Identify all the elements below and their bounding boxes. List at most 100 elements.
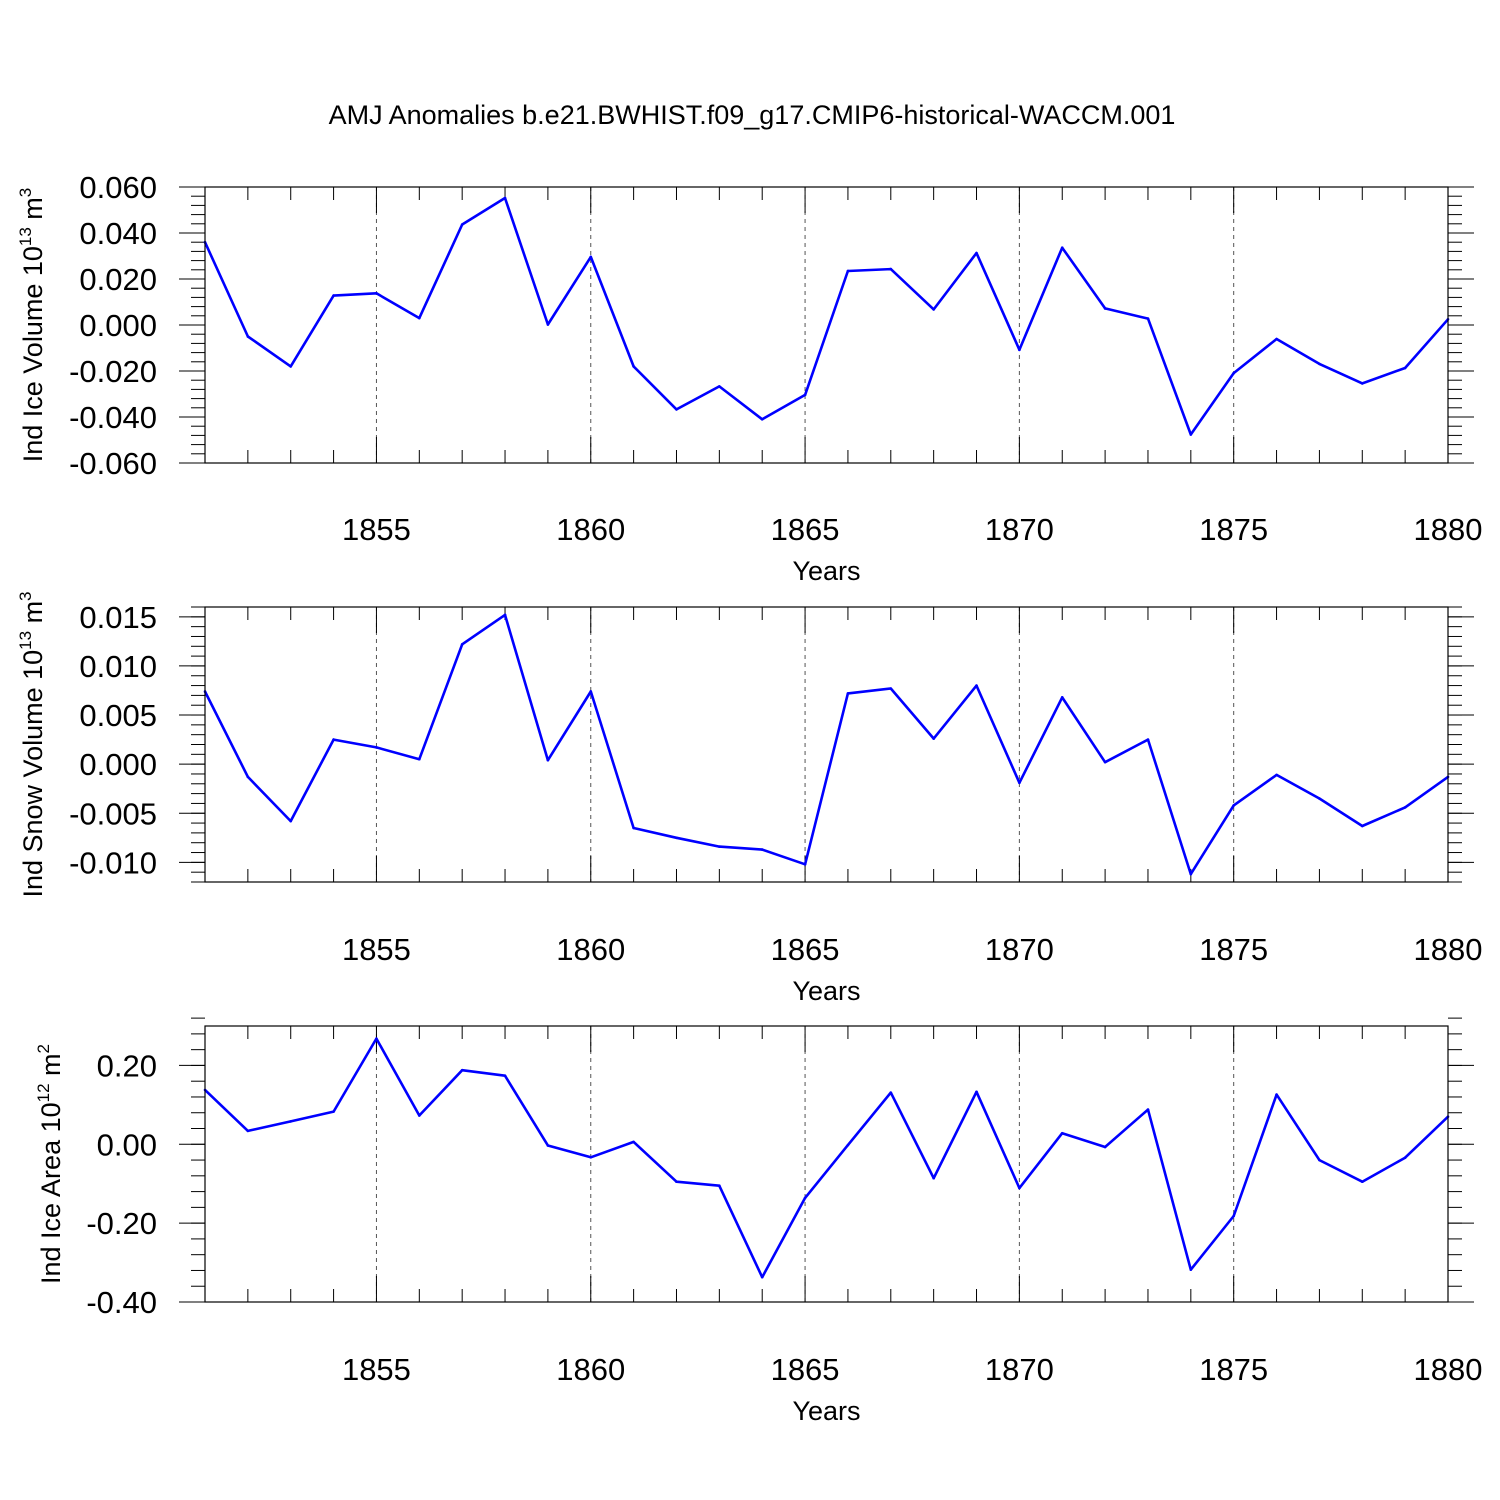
y-axis-label: Ind Snow Volume 1013 m3 <box>16 591 48 897</box>
y-tick-label: -0.010 <box>69 845 157 880</box>
x-tick-label: 1855 <box>342 1352 411 1387</box>
data-point <box>1403 366 1407 370</box>
data-point <box>803 863 807 866</box>
data-point <box>546 323 550 326</box>
data-point <box>332 294 335 297</box>
data-point <box>975 684 978 687</box>
data-point <box>375 746 378 749</box>
x-tick-label: 1875 <box>1199 932 1268 967</box>
y-tick-label: 0.015 <box>79 600 157 635</box>
data-point <box>1018 348 1021 352</box>
y-tick-label: 0.20 <box>97 1048 157 1083</box>
data-point <box>1360 824 1364 828</box>
data-point <box>1275 773 1278 777</box>
data-point <box>932 737 935 740</box>
data-point <box>460 1068 464 1072</box>
data-point <box>589 690 593 693</box>
y-axis-label-part: Ind Snow Volume 10 <box>18 650 48 898</box>
y-axis-label-part: m <box>18 197 48 227</box>
y-axis-label-part: 3 <box>16 591 35 600</box>
data-point <box>718 385 721 388</box>
x-tick-label: 1880 <box>1414 1352 1483 1387</box>
y-tick-label: 0.010 <box>79 649 157 684</box>
data-point <box>675 1180 678 1184</box>
data-point <box>1318 1158 1321 1162</box>
data-point <box>546 1144 550 1147</box>
data-point <box>589 1155 593 1159</box>
data-point <box>1060 696 1064 699</box>
data-point <box>460 223 464 226</box>
data-point <box>1146 317 1150 320</box>
y-tick-label: 0.000 <box>79 747 157 782</box>
x-tick-label: 1865 <box>771 512 840 547</box>
data-point <box>1360 1180 1364 1184</box>
y-tick-label: 0.005 <box>79 698 157 733</box>
x-tick-label: 1870 <box>985 932 1054 967</box>
data-point <box>1189 1268 1193 1271</box>
data-point <box>503 196 507 200</box>
y-axis-label-part: m <box>18 601 48 631</box>
data-point <box>1018 1186 1021 1190</box>
data-point <box>803 393 807 397</box>
data-point <box>1360 382 1364 385</box>
y-tick-label: 0.020 <box>79 262 157 297</box>
data-point <box>1060 1131 1064 1135</box>
y-axis-label-part: Ind Ice Volume 10 <box>18 246 48 462</box>
data-point <box>460 643 464 646</box>
data-point <box>1060 246 1064 250</box>
data-point <box>1232 804 1235 807</box>
data-point <box>246 335 250 338</box>
plot-frame <box>204 186 1449 464</box>
data-point <box>846 692 850 695</box>
x-tick-label: 1860 <box>556 932 625 967</box>
data-point <box>418 757 421 761</box>
panel-3: -0.40 -0.20 0.00 0.20 1855 1860 1865 1870 1875 18… <box>34 1017 1483 1426</box>
data-point <box>289 365 293 368</box>
data-point <box>803 1196 807 1200</box>
data-point <box>289 819 293 823</box>
y-tick-label: 0.060 <box>79 170 157 205</box>
y-axis-label: Ind Ice Area 1012 m2 <box>34 1044 66 1284</box>
data-point <box>418 1114 421 1117</box>
data-point <box>375 1037 378 1040</box>
y-axis-label-part: 2 <box>34 1044 53 1053</box>
data-point <box>846 1143 850 1147</box>
y-tick-label: -0.060 <box>69 446 157 481</box>
series-line <box>203 613 1449 876</box>
x-axis-label: Years <box>792 1396 860 1426</box>
data-point <box>1103 307 1107 310</box>
y-tick-label: 0.040 <box>79 216 157 251</box>
data-point <box>1189 872 1193 876</box>
x-tick-label: 1870 <box>985 512 1054 547</box>
plot-frame <box>204 1025 1449 1303</box>
figure-title: AMJ Anomalies b.e21.BWHIST.f09_g17.CMIP6… <box>329 100 1176 130</box>
data-point <box>1146 738 1150 741</box>
chart-panels: -0.060 -0.040 -0.020 0.000 0.020 0.040 0.060 18… <box>16 170 1482 1426</box>
x-axis-label: Years <box>792 556 860 586</box>
y-tick-label: 0.000 <box>79 308 157 343</box>
x-tick-label: 1875 <box>1199 1352 1268 1387</box>
data-point <box>1103 760 1107 764</box>
data-point <box>589 255 593 259</box>
data-point <box>632 1140 635 1144</box>
y-tick-label: -0.040 <box>69 400 157 435</box>
data-point <box>1232 1214 1235 1218</box>
data-point <box>975 251 978 255</box>
data-point <box>1146 1108 1150 1111</box>
data-point <box>760 418 764 421</box>
data-point <box>332 738 335 741</box>
x-tick-label: 1880 <box>1414 932 1483 967</box>
x-tick-label: 1860 <box>556 512 625 547</box>
y-axis-label-part: 12 <box>34 1083 53 1102</box>
data-point <box>1232 371 1235 375</box>
series-line <box>204 1037 1449 1279</box>
data-point <box>503 613 507 617</box>
data-point <box>1403 1156 1407 1159</box>
data-point <box>932 308 935 311</box>
y-axis-label-part: m <box>36 1053 66 1083</box>
data-point <box>375 291 378 295</box>
data-point <box>718 1184 721 1187</box>
y-axis-label-part: 13 <box>16 631 35 650</box>
